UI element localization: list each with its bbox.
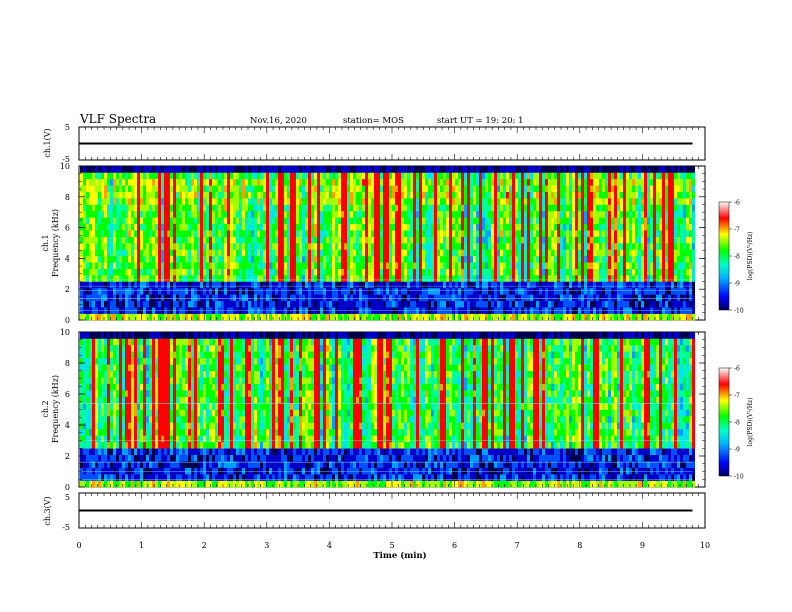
- colorbar-tick-label: -6: [734, 200, 740, 207]
- ch1-colorbar: -6 -7 -8 -9 -10 log(PSD)(V²/Hz): [718, 200, 754, 315]
- colorbar-tick-label: -7: [734, 393, 740, 400]
- ch2-spectrogram-panel: 0 2 4 6 8 10 ch.2 Frequency (kHz) -6 -7 -8 -9 -10…: [41, 328, 754, 492]
- ch1-colorbar-ticks: -6 -7 -8 -9 -10: [729, 200, 744, 315]
- ch3-voltage-panel: 5 -5 ch.3(V): [43, 492, 706, 532]
- ch1-voltage-ylabel: ch.1(V): [43, 128, 52, 157]
- frequency-tick-label: 4: [65, 254, 70, 263]
- ch1-spectrogram-panel: 0 2 4 6 8 10 ch.1 Frequency (kHz) -6 -7 -8 -9 -10…: [41, 162, 754, 325]
- time-axis-tick-labels: 0 1 2 3 4 5 6 7 8 9 10: [76, 541, 710, 550]
- frequency-tick-label: 2: [65, 285, 70, 294]
- frequency-tick-label: 10: [60, 328, 70, 337]
- colorbar-tick-label: -9: [734, 281, 740, 288]
- ch1-voltage-ytick-top: 5: [65, 123, 70, 132]
- ch2-spectrogram-time-ticks: [78, 332, 706, 487]
- ch3-voltage-time-ticks: [78, 493, 706, 528]
- time-tick-label: 1: [139, 541, 144, 550]
- colorbar-tick-label: -9: [734, 447, 740, 454]
- ch1-voltage-panel: 5 -5 ch.1(V): [43, 123, 706, 164]
- colorbar-tick-label: -6: [734, 366, 740, 373]
- ch1-spectrogram-time-ticks: [78, 166, 706, 320]
- station-label: station= MOS: [343, 116, 404, 126]
- frequency-tick-label: 2: [65, 452, 70, 461]
- frequency-tick-label: 4: [65, 421, 70, 430]
- time-axis-label: Time (min): [373, 550, 426, 561]
- ch1-frequency-ticks: 0 2 4 6 8 10: [60, 162, 705, 325]
- ch2-colorbar: -6 -7 -8 -9 -10 log(PSD)(V²/Hz): [718, 366, 754, 481]
- colorbar-tick-label: -10: [734, 474, 744, 481]
- ch2-frequency-ticks: 0 2 4 6 8 10: [60, 328, 705, 492]
- ch1-ylabel-frequency: Frequency (kHz): [51, 209, 60, 277]
- ch2-colorbar-scale: [718, 367, 730, 477]
- colorbar-tick-label: -10: [734, 308, 744, 315]
- ch1-ylabel-channel: ch.1: [41, 234, 50, 251]
- date-label: Nov.16, 2020: [250, 116, 307, 126]
- ch3-voltage-ytick-top: 5: [65, 493, 70, 502]
- ch1-voltage-ytick-bottom: -5: [62, 155, 70, 164]
- time-tick-label: 2: [202, 541, 207, 550]
- frequency-tick-label: 0: [65, 316, 70, 325]
- frequency-tick-label: 10: [60, 162, 70, 171]
- ch2-ylabel-channel: ch.2: [41, 400, 50, 417]
- ch3-voltage-ylabel: ch.3(V): [43, 496, 52, 525]
- frequency-tick-label: 6: [65, 224, 70, 233]
- ch2-ylabel-frequency: Frequency (kHz): [51, 375, 60, 443]
- frequency-tick-label: 6: [65, 390, 70, 399]
- time-tick-label: 4: [327, 541, 332, 550]
- time-tick-label: 3: [264, 541, 269, 550]
- ch1-voltage-time-ticks: [78, 127, 706, 160]
- frequency-tick-label: 8: [65, 193, 70, 202]
- colorbar-tick-label: -7: [734, 227, 740, 234]
- start-time-label: start UT = 19: 20: 1: [437, 116, 524, 126]
- ch1-spectrogram-image: [80, 166, 695, 321]
- colorbar-tick-label: -8: [734, 254, 740, 261]
- time-tick-label: 10: [700, 541, 710, 550]
- figure-title: VLF Spectra: [79, 112, 156, 126]
- ch2-spectrogram-image: [80, 332, 695, 488]
- time-tick-label: 6: [452, 541, 457, 550]
- ch3-voltage-ytick-bottom: -5: [62, 523, 70, 532]
- ch1-colorbar-label: log(PSD)(V²/Hz): [747, 232, 754, 281]
- time-tick-label: 5: [389, 541, 394, 550]
- time-tick-label: 9: [640, 541, 645, 550]
- time-tick-label: 0: [76, 541, 81, 550]
- frequency-tick-label: 8: [65, 359, 70, 368]
- time-tick-label: 8: [577, 541, 582, 550]
- colorbar-tick-label: -8: [734, 420, 740, 427]
- ch2-colorbar-label: log(PSD)(V²/Hz): [747, 398, 754, 447]
- ch1-colorbar-scale: [718, 201, 730, 311]
- ch2-colorbar-ticks: -6 -7 -8 -9 -10: [729, 366, 744, 481]
- frequency-tick-label: 0: [65, 483, 70, 492]
- time-tick-label: 7: [515, 541, 520, 550]
